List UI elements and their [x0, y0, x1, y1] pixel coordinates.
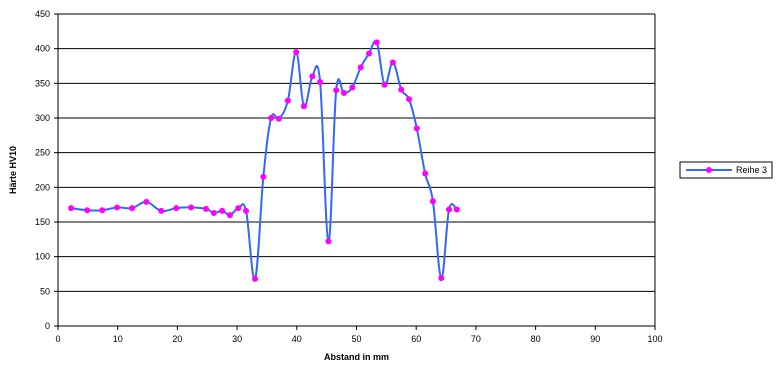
- data-point: [333, 87, 340, 94]
- data-point: [203, 205, 210, 212]
- x-tick-label: 0: [55, 334, 60, 344]
- data-point: [357, 64, 364, 71]
- y-tick-label: 200: [35, 182, 50, 192]
- x-axis-title: Abstand in mm: [324, 352, 389, 362]
- data-point: [381, 81, 388, 88]
- y-axis: 0 50 100 150 200 250 300 350 400 450: [35, 9, 58, 331]
- x-axis: 0 10 20 30 40 50 60 70 80 90 100: [55, 326, 663, 344]
- y-tick-label: 0: [45, 321, 50, 331]
- data-point: [438, 275, 445, 282]
- data-point: [99, 207, 106, 214]
- x-tick-label: 40: [292, 334, 302, 344]
- data-point: [275, 115, 282, 122]
- data-point: [129, 205, 136, 212]
- x-tick-label: 60: [411, 334, 421, 344]
- data-point: [429, 198, 436, 205]
- data-point: [243, 207, 250, 214]
- data-point: [226, 212, 233, 219]
- data-point: [309, 73, 316, 80]
- legend-marker-swatch: [706, 167, 712, 173]
- data-point: [325, 238, 332, 245]
- data-point: [235, 205, 242, 212]
- legend-label: Reihe 3: [736, 165, 767, 175]
- data-point: [398, 86, 405, 93]
- data-point: [114, 204, 121, 211]
- y-axis-title: Härte HV10: [8, 146, 18, 194]
- data-point: [373, 39, 380, 46]
- y-tick-label: 150: [35, 217, 50, 227]
- data-point: [349, 84, 356, 91]
- x-tick-label: 80: [531, 334, 541, 344]
- y-tick-label: 350: [35, 78, 50, 88]
- data-point: [389, 59, 396, 66]
- y-tick-label: 50: [40, 286, 50, 296]
- data-point: [210, 209, 217, 216]
- data-point: [453, 206, 460, 213]
- x-tick-label: 50: [351, 334, 361, 344]
- grid-lines: [57, 13, 656, 327]
- x-tick-label: 10: [113, 334, 123, 344]
- x-tick-label: 90: [590, 334, 600, 344]
- data-point: [143, 198, 150, 205]
- data-point: [340, 90, 347, 97]
- data-point: [84, 207, 91, 214]
- x-tick-label: 30: [232, 334, 242, 344]
- data-point: [406, 96, 413, 103]
- y-tick-label: 250: [35, 148, 50, 158]
- data-point: [317, 78, 324, 85]
- series-line: [71, 40, 458, 280]
- data-point: [173, 205, 180, 212]
- data-point: [260, 173, 267, 180]
- x-tick-label: 20: [172, 334, 182, 344]
- y-tick-label: 400: [35, 44, 50, 54]
- x-tick-label: 100: [647, 334, 662, 344]
- data-point: [300, 103, 307, 110]
- data-point: [68, 205, 75, 212]
- x-tick-label: 70: [471, 334, 481, 344]
- data-point: [413, 125, 420, 132]
- y-tick-label: 300: [35, 113, 50, 123]
- data-point: [188, 204, 195, 211]
- data-point: [422, 170, 429, 177]
- y-tick-label: 450: [35, 9, 50, 19]
- data-point: [293, 49, 300, 56]
- series-group: [58, 39, 655, 327]
- data-point: [446, 206, 453, 213]
- data-point: [268, 115, 275, 121]
- data-point: [158, 207, 165, 214]
- data-point: [252, 275, 259, 282]
- data-point: [366, 50, 373, 57]
- data-point: [219, 207, 226, 214]
- legend: Reihe 3: [679, 161, 773, 179]
- y-tick-label: 100: [35, 252, 50, 262]
- data-point: [284, 97, 291, 104]
